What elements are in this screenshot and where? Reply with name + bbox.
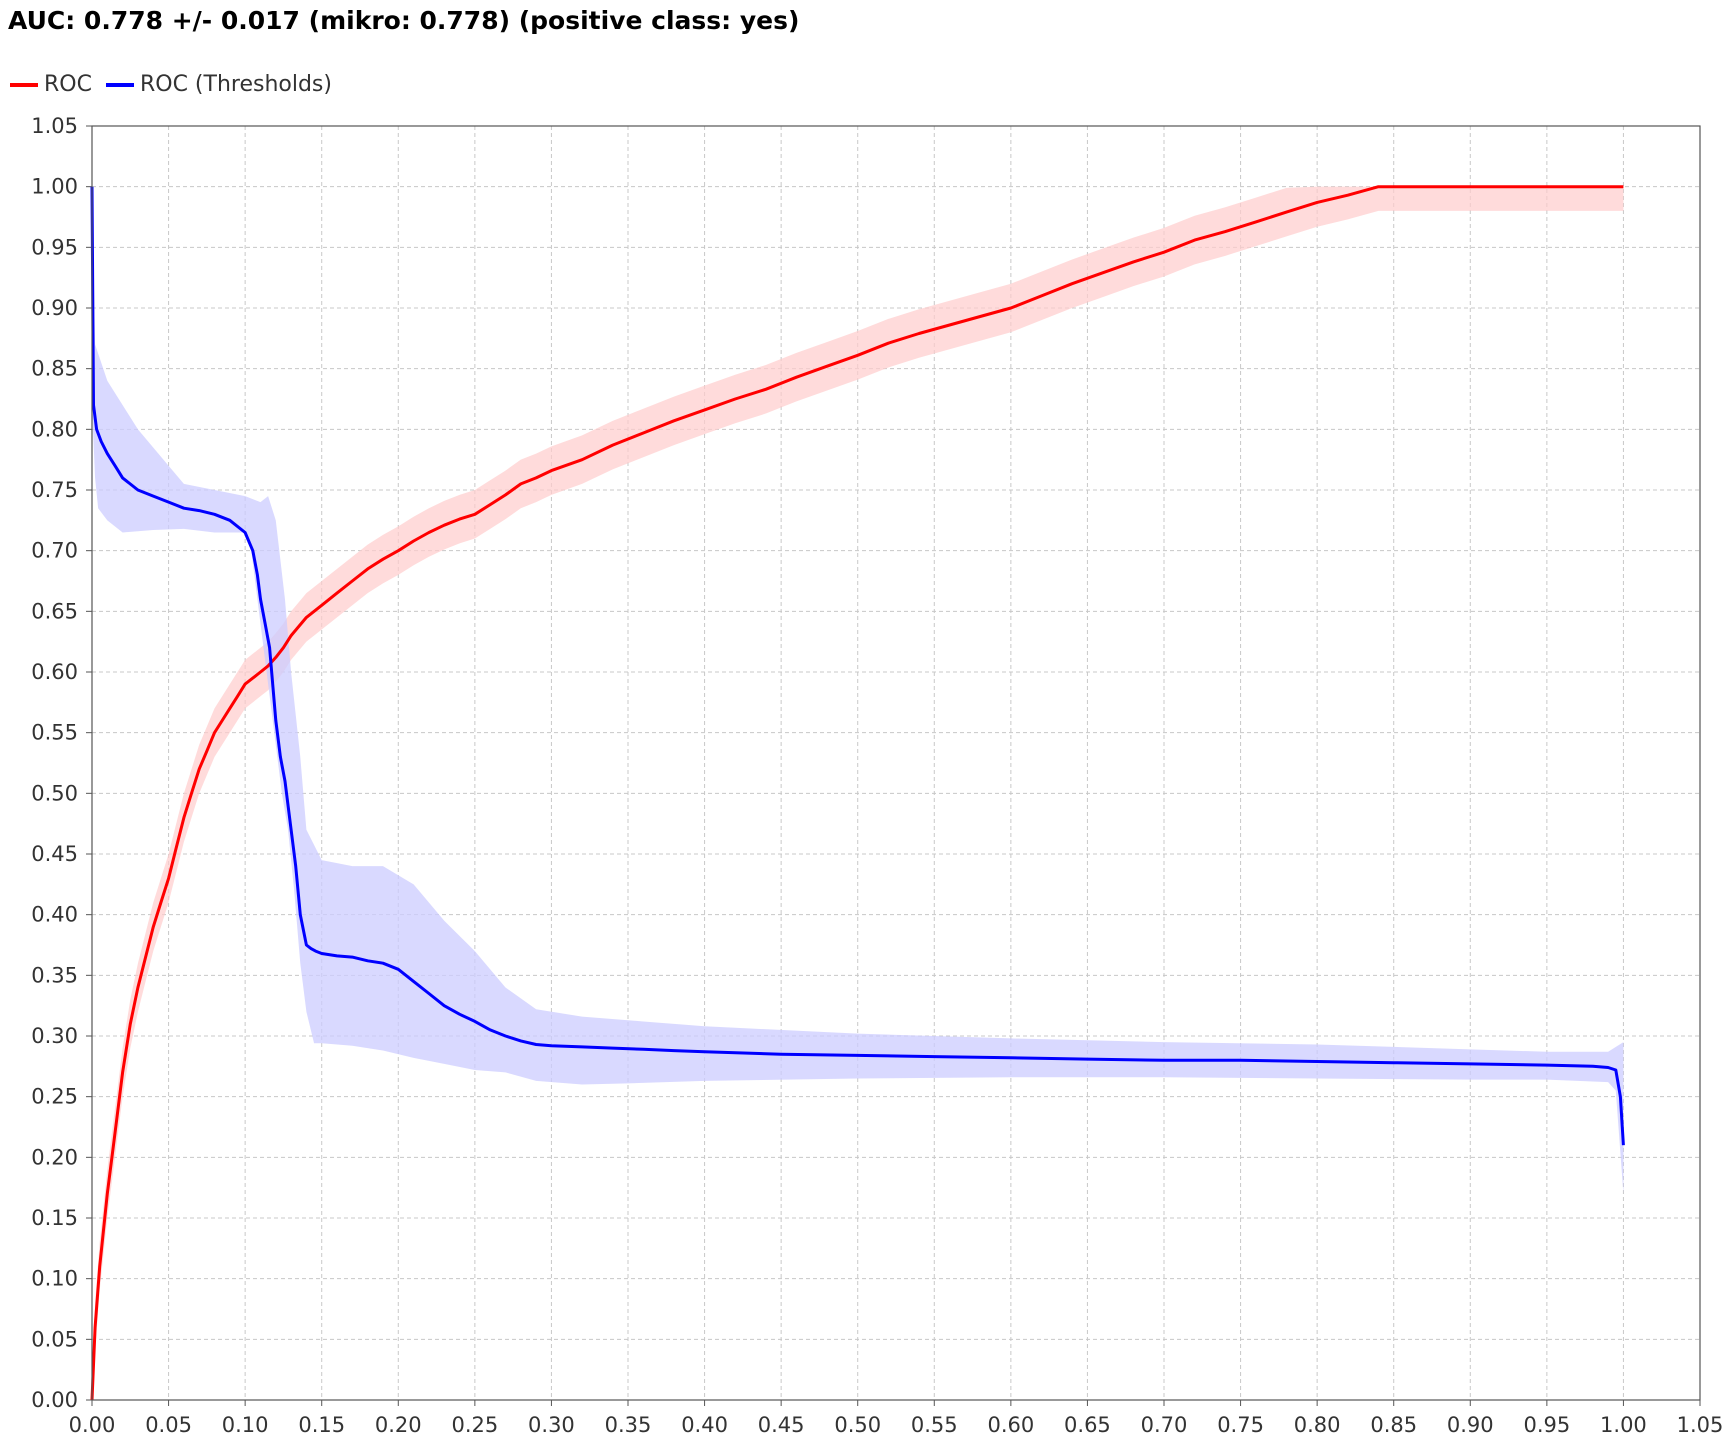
x-tick-label: 0.95 <box>1523 1413 1570 1437</box>
y-tick-label: 0.60 <box>31 660 78 684</box>
x-tick-label: 1.05 <box>1677 1413 1724 1437</box>
chart-legend: ROC ROC (Thresholds) <box>10 72 346 97</box>
x-tick-label: 1.00 <box>1600 1413 1647 1437</box>
y-tick-label: 0.70 <box>31 539 78 563</box>
y-tick-label: 0.75 <box>31 478 78 502</box>
x-tick-label: 0.55 <box>911 1413 958 1437</box>
x-tick-label: 0.75 <box>1217 1413 1264 1437</box>
y-tick-label: 0.45 <box>31 842 78 866</box>
y-tick-label: 0.40 <box>31 903 78 927</box>
x-tick-label: 0.60 <box>987 1413 1034 1437</box>
x-tick-label: 0.70 <box>1141 1413 1188 1437</box>
legend-swatch-roc-thresholds <box>105 82 134 87</box>
y-tick-label: 0.35 <box>31 963 78 987</box>
y-tick-label: 0.85 <box>31 357 78 381</box>
y-tick-label: 0.65 <box>31 599 78 623</box>
y-tick-label: 0.05 <box>31 1327 78 1351</box>
x-tick-label: 0.45 <box>758 1413 805 1437</box>
x-tick-label: 0.80 <box>1294 1413 1341 1437</box>
x-tick-label: 0.05 <box>145 1413 192 1437</box>
y-tick-label: 0.25 <box>31 1085 78 1109</box>
plot-border <box>91 125 1701 1401</box>
y-tick-label: 0.90 <box>31 296 78 320</box>
legend-label-roc-thresholds: ROC (Thresholds) <box>139 72 332 97</box>
y-tick-label: 0.30 <box>31 1024 78 1048</box>
legend-item-roc-thresholds: ROC (Thresholds) <box>105 72 332 97</box>
y-tick-label: 0.15 <box>31 1206 78 1230</box>
y-tick-label: 0.95 <box>31 235 78 259</box>
y-tick-label: 1.05 <box>31 114 78 138</box>
x-tick-label: 0.00 <box>69 1413 116 1437</box>
x-tick-label: 0.65 <box>1064 1413 1111 1437</box>
x-tick-label: 0.35 <box>605 1413 652 1437</box>
x-tick-label: 0.15 <box>298 1413 345 1437</box>
x-tick-label: 0.40 <box>681 1413 728 1437</box>
legend-item-roc: ROC <box>10 72 92 97</box>
x-tick-label: 0.25 <box>451 1413 498 1437</box>
y-tick-label: 0.10 <box>31 1267 78 1291</box>
y-tick-label: 0.00 <box>31 1388 78 1412</box>
legend-swatch-roc <box>10 82 38 87</box>
roc-line <box>90 185 1624 1401</box>
y-tick-label: 0.50 <box>31 781 78 805</box>
y-tick-label: 1.00 <box>31 175 78 199</box>
x-tick-label: 0.10 <box>222 1413 269 1437</box>
y-tick-label: 0.80 <box>31 417 78 441</box>
x-tick-label: 0.50 <box>834 1413 881 1437</box>
x-tick-label: 0.20 <box>375 1413 422 1437</box>
x-tick-label: 0.90 <box>1447 1413 1494 1437</box>
x-tick-label: 0.30 <box>528 1413 575 1437</box>
x-tick-label: 0.85 <box>1370 1413 1417 1437</box>
y-tick-label: 0.55 <box>31 721 78 745</box>
legend-label-roc: ROC <box>44 72 92 97</box>
y-tick-label: 0.20 <box>31 1145 78 1169</box>
chart-title: AUC: 0.778 +/- 0.017 (mikro: 0.778) (pos… <box>8 6 800 35</box>
roc-thresholds-line <box>90 186 1625 1146</box>
roc-confidence-band <box>92 186 1624 1401</box>
